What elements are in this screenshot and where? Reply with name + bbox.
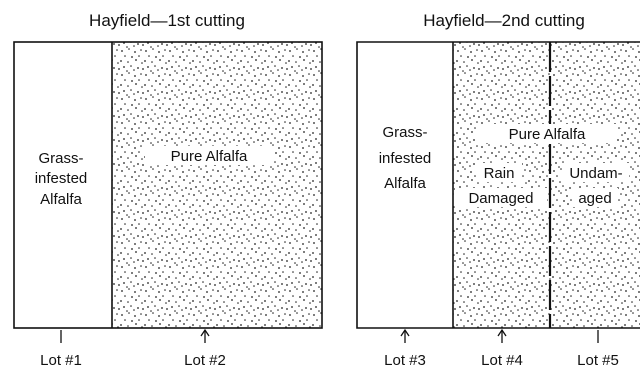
label-backdrop <box>477 124 617 143</box>
region-label-line: infested <box>379 150 432 167</box>
pure-alfalfa-spanning-label: Pure Alfalfa <box>509 126 586 143</box>
region-label-line: aged <box>578 190 611 207</box>
region-label-line: Alfalfa <box>40 191 82 208</box>
field-outline-2 <box>356 41 640 329</box>
label-backdrop <box>455 188 547 207</box>
region-label-line: Damaged <box>468 190 533 207</box>
region-label-line: infested <box>35 170 88 187</box>
field-outline-1 <box>13 41 323 329</box>
label-backdrop <box>563 163 629 182</box>
region-label-line: Rain <box>484 165 515 182</box>
lot-1-label: Lot #1 <box>40 352 82 369</box>
lot-4-arrowhead <box>497 328 507 337</box>
region-label-line: Pure Alfalfa <box>171 148 248 165</box>
panel-1-title: Hayfield—1st cutting <box>89 11 245 30</box>
label-backdrop <box>476 163 522 182</box>
region-pure-alfalfa-lot2 <box>112 42 322 328</box>
lot-5-label: Lot #5 <box>577 352 619 369</box>
panel-first-cutting: Hayfield—1st cutting Grass- infested Alf… <box>13 11 323 369</box>
region-grass-infested-lot3 <box>357 42 453 328</box>
region-label-line: Grass- <box>383 124 428 141</box>
lot-4-label: Lot #4 <box>481 352 523 369</box>
label-backdrop <box>145 146 273 165</box>
lot-3-label: Lot #3 <box>384 352 426 369</box>
lot-2-label: Lot #2 <box>184 352 226 369</box>
panel-2-title: Hayfield—2nd cutting <box>423 11 585 30</box>
label-backdrop <box>572 188 618 207</box>
region-label-line: Alfalfa <box>384 175 426 192</box>
region-label-line: Undam- <box>569 165 622 182</box>
region-pure-alfalfa-lots4-5 <box>453 42 640 328</box>
region-grass-infested-lot1 <box>14 42 112 328</box>
region-label-line: Grass- <box>39 150 84 167</box>
lot-3-arrowhead <box>400 328 410 337</box>
panel-second-cutting: Hayfield—2nd cutting Grass- infested Alf… <box>356 11 640 369</box>
lot-2-arrowhead <box>200 328 210 337</box>
